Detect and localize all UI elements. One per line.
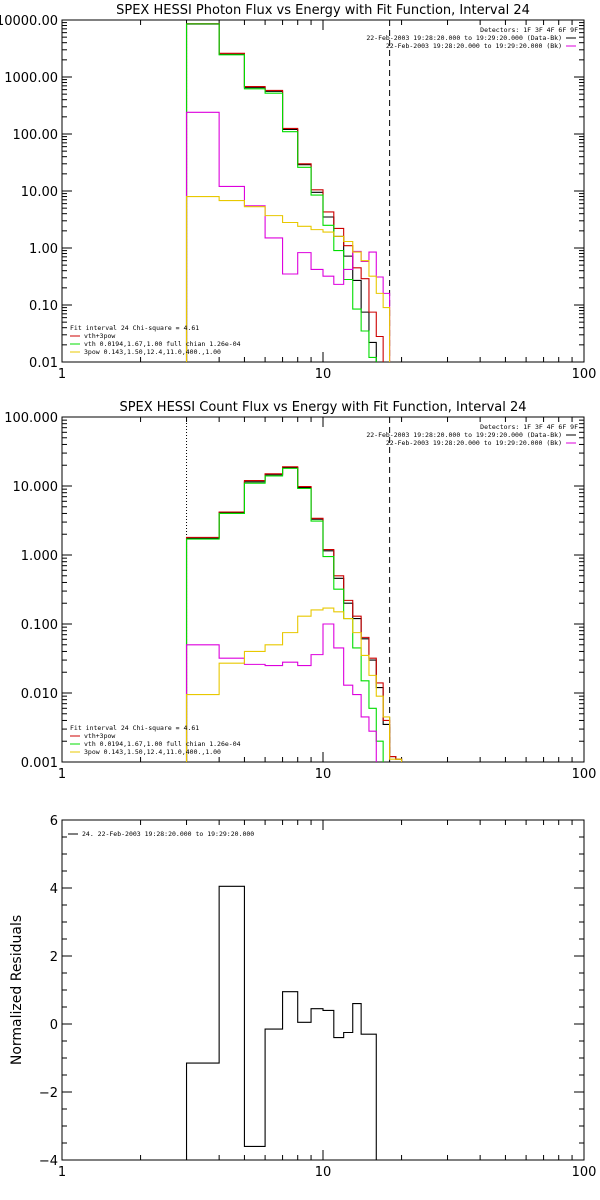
- legend-entry: vth+3pow: [84, 732, 115, 740]
- x-tick-label: 1: [58, 367, 66, 382]
- y-tick-label: 100.000: [4, 411, 58, 426]
- legend-entry: vth 0.0194,1.67,1.00 full chian 1.26e-04: [84, 340, 241, 348]
- y-tick-label: −4: [39, 1154, 58, 1169]
- legend-entry: vth 0.0194,1.67,1.00 full chian 1.26e-04: [84, 740, 241, 748]
- x-tick-label: 1: [58, 767, 66, 782]
- series-yellow: [185, 195, 391, 362]
- chart-panel-3: 1 10 100 −4 −2 0 2 4 6 Normalized Residuals 24. 22…: [9, 814, 596, 1180]
- series-green: [185, 467, 391, 762]
- y-axis-label: Normalized Residuals: [9, 915, 25, 1065]
- x-tick-label: 100: [572, 1165, 597, 1180]
- chart-panel-1: SPEX HESSI Photon Flux vs Energy with Fi…: [0, 3, 596, 382]
- y-tick-label: 0.10: [29, 299, 58, 314]
- legend-entry: vth+3pow: [84, 332, 115, 340]
- legend-entry: 22-Feb-2003 19:28:20.000 to 19:29:20.000…: [366, 34, 562, 42]
- x-tick-label: 100: [572, 367, 597, 382]
- y-tick-label: 1000.00: [4, 71, 58, 86]
- legend-entry: 22-Feb-2003 19:28:20.000 to 19:29:20.000…: [366, 431, 562, 439]
- x-tick-label: 100: [572, 767, 597, 782]
- y-tick-label: 0.010: [21, 687, 58, 702]
- y-tick-label: 0.100: [21, 618, 58, 633]
- y-tick-label: 0: [50, 1018, 58, 1033]
- y-tick-label: 2: [50, 950, 58, 965]
- y-tick-label: 10.00: [21, 185, 58, 200]
- series-red: [185, 466, 403, 762]
- series-black: [185, 467, 403, 762]
- series-yellow: [185, 607, 403, 762]
- plot-frame: [61, 819, 585, 1161]
- y-tick-label: 0.001: [21, 756, 58, 771]
- legend-entry: Fit interval 24 Chi-square = 4.61: [70, 724, 199, 732]
- legend-entry: Fit interval 24 Chi-square = 4.61: [70, 324, 199, 332]
- y-tick-label: 10000.00: [0, 14, 58, 29]
- legend-entry: Detectors: 1F 3F 4F 6F 9F: [480, 423, 578, 431]
- x-tick-label: 1: [58, 1165, 66, 1180]
- legend-entry: 3pow 0.143,1.50,12.4,11.0,400.,1.00: [84, 348, 221, 356]
- y-tick-label: 4: [50, 882, 58, 897]
- legend-entry: 3pow 0.143,1.50,12.4,11.0,400.,1.00: [84, 748, 221, 756]
- series-black: [185, 885, 377, 1160]
- legend-entry: 24. 22-Feb-2003 19:28:20.000 to 19:29:20…: [82, 830, 254, 838]
- y-tick-label: 0.01: [29, 356, 58, 371]
- y-tick-label: 10.000: [13, 480, 59, 495]
- legend-entry: Detectors: 1F 3F 4F 6F 9F: [480, 26, 578, 34]
- y-tick-label: 6: [50, 814, 58, 829]
- y-tick-label: −2: [39, 1086, 58, 1101]
- legend-entry: 22-Feb-2003 19:28:20.000 to 19:29:20.000…: [386, 42, 562, 50]
- series-green: [185, 23, 384, 362]
- chart-panel-2: SPEX HESSI Count Flux vs Energy with Fit…: [4, 400, 596, 782]
- x-tick-label: 10: [315, 367, 332, 382]
- x-tick-label: 10: [315, 1165, 332, 1180]
- y-tick-label: 100.00: [13, 128, 59, 143]
- plot-frame: [61, 416, 585, 763]
- legend-entry: 22-Feb-2003 19:28:20.000 to 19:29:20.000…: [386, 439, 562, 447]
- series-red: [185, 23, 384, 362]
- y-tick-label: 1.00: [29, 242, 58, 257]
- series-black: [185, 23, 377, 362]
- chart-title: SPEX HESSI Photon Flux vs Energy with Fi…: [116, 3, 530, 18]
- series-magenta: [185, 111, 391, 362]
- y-tick-label: 1.000: [21, 549, 58, 564]
- chart-title: SPEX HESSI Count Flux vs Energy with Fit…: [119, 400, 526, 415]
- x-tick-label: 10: [315, 767, 332, 782]
